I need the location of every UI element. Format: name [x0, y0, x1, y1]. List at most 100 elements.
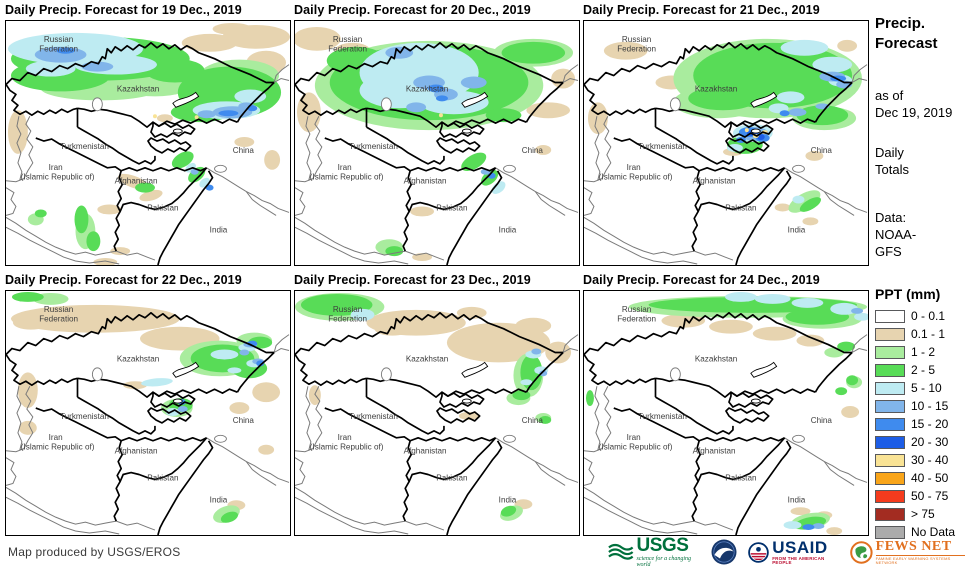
lake	[669, 97, 681, 112]
precip-area	[790, 507, 811, 516]
country-border-major	[402, 170, 413, 252]
country-label: China	[811, 146, 833, 155]
country-label: Russian	[333, 35, 362, 44]
country-label: Iran	[627, 163, 641, 172]
sidebar-data-source: Data: NOAA- GFS	[875, 210, 916, 261]
country-border-major	[113, 170, 124, 252]
precip-area	[234, 137, 255, 147]
legend-swatch	[875, 435, 905, 449]
legend-label: 1 - 2	[911, 345, 936, 359]
country-label: Iran	[49, 433, 63, 442]
country-border-major	[295, 41, 564, 86]
lake	[750, 361, 778, 378]
country-label: Pakistan	[725, 203, 756, 212]
country-label: China	[811, 416, 833, 425]
country-border-major	[698, 166, 785, 172]
country-label: Kazakhstan	[406, 354, 448, 363]
usaid-name: USAID	[772, 537, 828, 557]
precip-area	[181, 33, 238, 52]
country-border-major	[295, 84, 367, 117]
country-border-major	[119, 437, 208, 482]
legend-item: 1 - 2	[875, 343, 955, 361]
forecast-panel: Daily Precip. Forecast for 24 Dec., 2019…	[583, 273, 869, 536]
fewsnet-name: FEWS NET	[875, 538, 952, 554]
map-frame: Russian Federation Kazakhstan Turkmenistan I…	[583, 290, 869, 536]
country-border-major	[728, 391, 774, 408]
country-border-minor	[305, 116, 313, 181]
legend-swatch	[875, 471, 905, 485]
country-border-minor	[584, 457, 595, 486]
precip-area	[551, 68, 576, 89]
usaid-logo: USAID FROM THE AMERICAN PEOPLE	[748, 539, 839, 566]
country-border-major	[157, 440, 214, 535]
precip-area	[526, 102, 571, 119]
country-border-minor	[6, 496, 120, 535]
country-border-major	[439, 391, 485, 408]
country-label: Pakistan	[147, 203, 178, 212]
precip-area	[123, 381, 148, 390]
country-label: (Islamic Republic of)	[310, 173, 384, 182]
country-border-major	[525, 81, 564, 123]
precip-area	[754, 293, 791, 304]
country-border-minor	[16, 116, 24, 181]
country-border-minor	[562, 334, 579, 353]
precip-area	[234, 89, 267, 104]
precip-area	[190, 168, 199, 175]
country-border-minor	[784, 437, 868, 483]
country-border-major	[584, 41, 853, 86]
precip-area	[74, 205, 89, 234]
country-border-minor	[562, 64, 579, 83]
country-border-minor	[784, 167, 868, 213]
legend-swatch	[875, 345, 905, 359]
country-border-minor	[116, 520, 156, 531]
precip-area	[535, 144, 552, 155]
precip-area	[256, 360, 265, 367]
lake	[214, 434, 227, 443]
country-label: Russian	[44, 305, 73, 314]
country-label: India	[499, 495, 517, 504]
precip-area	[227, 367, 242, 374]
usgs-wave-icon	[608, 543, 634, 560]
lake	[503, 164, 516, 173]
country-border-major	[728, 121, 774, 138]
legend-swatch	[875, 327, 905, 341]
precip-area	[177, 406, 188, 413]
country-label: Federation	[617, 45, 656, 54]
country-border-minor	[851, 77, 868, 83]
sidebar: Precip. Forecast as of Dec 19, 2019 Dail…	[873, 0, 965, 570]
country-border-minor	[6, 216, 117, 256]
precip-area	[152, 114, 157, 119]
lake	[91, 367, 103, 382]
usaid-tagline: FROM THE AMERICAN PEOPLE	[772, 555, 825, 565]
sidebar-totals-line1: Daily	[875, 145, 904, 160]
precip-area	[197, 110, 216, 119]
precip-area	[491, 181, 506, 194]
country-border-major	[295, 354, 367, 387]
country-border-minor	[23, 385, 34, 449]
precip-area	[210, 349, 239, 360]
country-border-minor	[851, 64, 868, 83]
usgs-name: USGS	[636, 535, 689, 556]
precip-area	[774, 203, 791, 212]
precip-area	[830, 302, 859, 315]
precip-area	[308, 385, 321, 406]
country-border-major	[119, 167, 208, 212]
country-border-major	[613, 137, 700, 172]
country-border-minor	[584, 486, 695, 526]
country-label: Federation	[39, 45, 78, 54]
country-border-minor	[823, 191, 855, 216]
country-border-major	[408, 437, 497, 482]
country-border-major	[439, 121, 485, 138]
country-border-minor	[206, 167, 290, 213]
legend-label: 40 - 50	[911, 471, 949, 485]
precip-area	[18, 420, 37, 435]
country-label: (Islamic Republic of)	[21, 173, 95, 182]
country-border-major	[324, 137, 411, 172]
country-label: Iran	[338, 433, 352, 442]
country-border-minor	[584, 496, 698, 535]
country-label: (Islamic Republic of)	[599, 173, 673, 182]
country-label: Turkmenistan	[638, 412, 687, 421]
country-label: Turkmenistan	[60, 412, 109, 421]
precip-area	[799, 197, 822, 212]
legend-label: No Data	[911, 525, 956, 539]
